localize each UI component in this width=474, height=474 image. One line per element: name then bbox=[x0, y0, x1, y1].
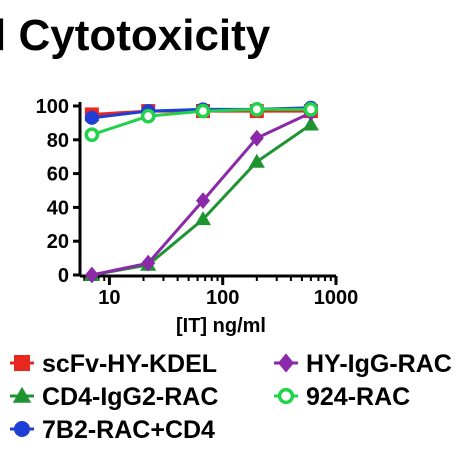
data-point bbox=[141, 254, 156, 272]
data-point bbox=[302, 116, 319, 131]
legend-label: 7B2-RAC+CD4 bbox=[42, 416, 215, 444]
x-tick-label: 100 bbox=[206, 287, 239, 309]
y-ticks: 0 20 40 60 80 100 bbox=[36, 96, 80, 287]
data-point bbox=[248, 153, 265, 168]
x-tick-label: 10 bbox=[98, 287, 120, 309]
legend-marker bbox=[14, 355, 30, 371]
data-point bbox=[194, 211, 212, 226]
legend-label: scFv-HY-KDEL bbox=[42, 350, 217, 378]
legend-marker bbox=[12, 386, 32, 403]
legend-item: 924-RAC bbox=[274, 383, 410, 411]
y-tick-label: 40 bbox=[47, 197, 69, 219]
series-line bbox=[91, 111, 312, 277]
data-point bbox=[303, 102, 319, 117]
y-tick-label: 80 bbox=[47, 130, 69, 152]
data-point bbox=[84, 127, 100, 143]
legend: scFv-HY-KDEL CD4-IgG2-RAC 7B2-RAC+CD4 HY-Ig… bbox=[10, 350, 452, 444]
data-point bbox=[195, 103, 211, 119]
chart-title: l Cytotoxicity bbox=[0, 11, 271, 60]
legend-item: 7B2-RAC+CD4 bbox=[10, 416, 215, 444]
series-layer bbox=[83, 100, 319, 284]
legend-label: CD4-IgG2-RAC bbox=[42, 383, 218, 411]
y-tick-label: 0 bbox=[58, 265, 69, 287]
x-ticks: 10 100 1000 bbox=[83, 276, 359, 309]
series-hy-igg-rac bbox=[84, 104, 318, 284]
legend-marker bbox=[14, 421, 30, 437]
data-point bbox=[249, 129, 264, 147]
x-axis-label: [IT] ng/ml bbox=[176, 315, 266, 337]
legend-item: HY-IgG-RAC bbox=[274, 350, 452, 378]
series-924-rac bbox=[84, 102, 319, 143]
data-point bbox=[84, 110, 99, 125]
axes bbox=[78, 102, 336, 278]
x-tick-label: 1000 bbox=[314, 287, 359, 309]
legend-label: 924-RAC bbox=[306, 383, 410, 411]
data-point bbox=[140, 108, 156, 124]
legend-label: HY-IgG-RAC bbox=[306, 350, 452, 378]
legend-item: CD4-IgG2-RAC bbox=[10, 383, 218, 411]
data-point bbox=[84, 266, 99, 284]
legend-marker bbox=[277, 387, 295, 405]
data-point bbox=[249, 102, 265, 117]
legend-item: scFv-HY-KDEL bbox=[10, 350, 217, 378]
legend-marker bbox=[278, 353, 294, 373]
y-tick-label: 20 bbox=[47, 231, 69, 253]
y-tick-label: 100 bbox=[36, 96, 69, 118]
y-tick-label: 60 bbox=[47, 164, 69, 186]
data-point bbox=[196, 192, 211, 210]
